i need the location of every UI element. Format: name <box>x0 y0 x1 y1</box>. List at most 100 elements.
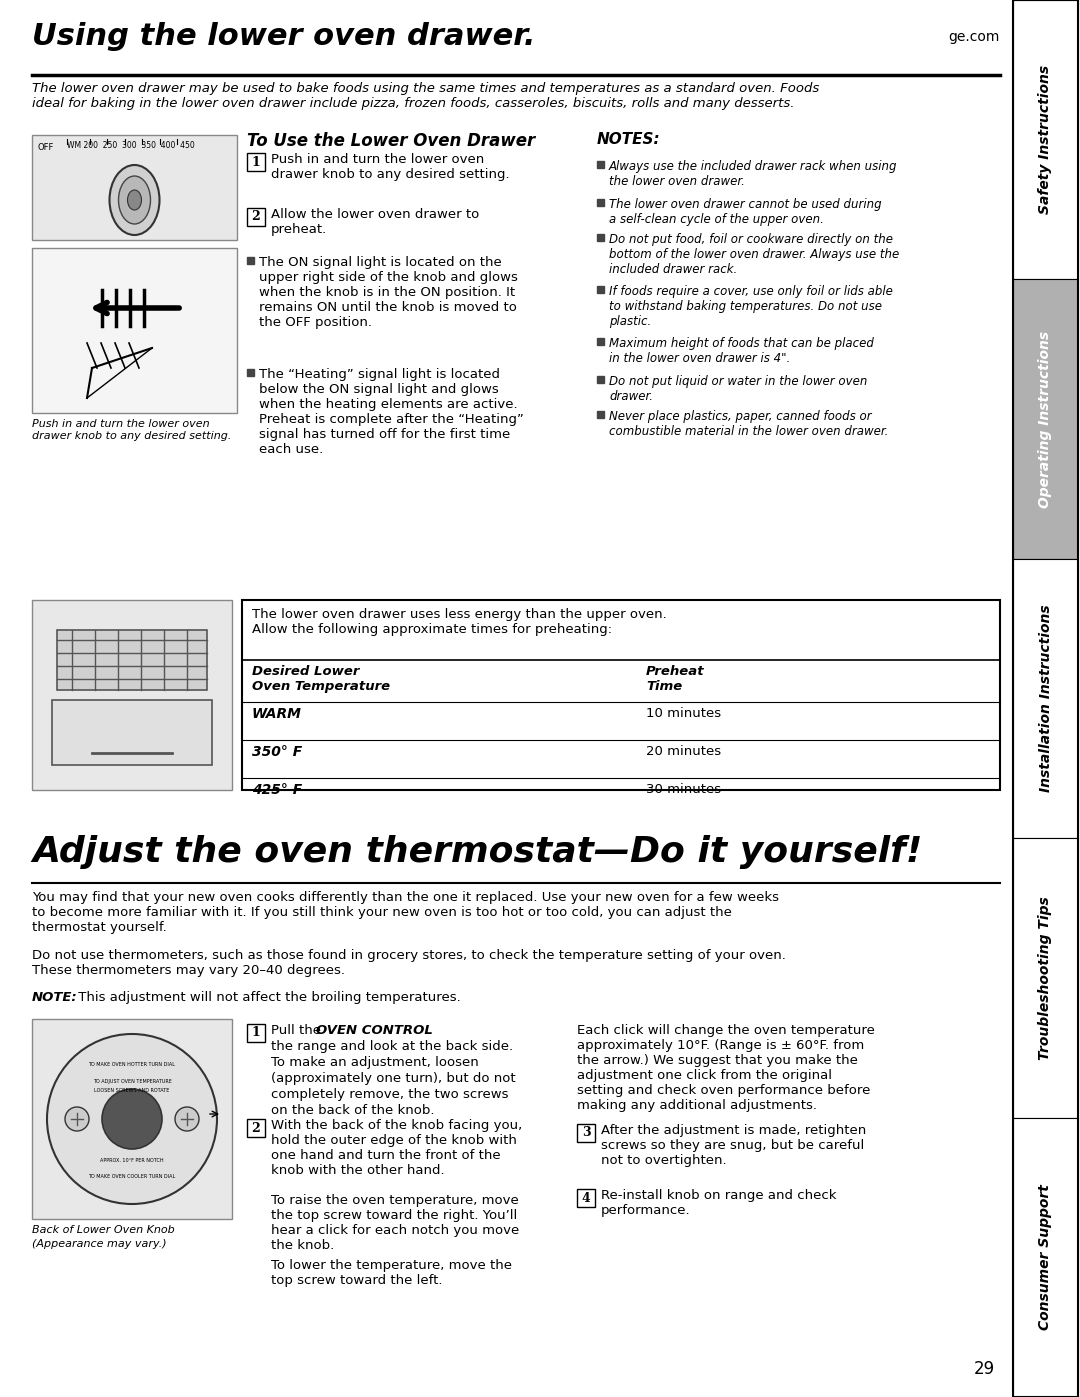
Text: completely remove, the two screws: completely remove, the two screws <box>271 1088 509 1101</box>
Bar <box>597 235 604 242</box>
Text: With the back of the knob facing you,
hold the outer edge of the knob with
one h: With the back of the knob facing you, ho… <box>271 1119 523 1178</box>
Bar <box>247 257 254 264</box>
Text: 1: 1 <box>252 1027 260 1039</box>
Text: WM 200  250  300  350  400  450: WM 200 250 300 350 400 450 <box>67 141 194 149</box>
Text: Do not put food, foil or cookware directly on the
bottom of the lower oven drawe: Do not put food, foil or cookware direct… <box>609 233 900 277</box>
Bar <box>1013 1118 1078 1397</box>
Text: Do not use thermometers, such as those found in grocery stores, to check the tem: Do not use thermometers, such as those f… <box>32 949 786 977</box>
Text: Operating Instructions: Operating Instructions <box>1039 331 1053 507</box>
Bar <box>32 249 237 414</box>
Text: Preheat
Time: Preheat Time <box>646 665 705 693</box>
Text: Each click will change the oven temperature
approximately 10°F. (Range is ± 60°F: Each click will change the oven temperat… <box>577 1024 875 1112</box>
Bar <box>32 136 237 240</box>
Text: 350° F: 350° F <box>252 745 302 759</box>
Bar <box>597 161 604 168</box>
Text: If foods require a cover, use only foil or lids able
to withstand baking tempera: If foods require a cover, use only foil … <box>609 285 893 328</box>
Bar <box>597 338 604 345</box>
Text: 1: 1 <box>252 155 260 169</box>
Ellipse shape <box>119 176 150 224</box>
Bar <box>597 198 604 205</box>
Text: Allow the lower oven drawer to
preheat.: Allow the lower oven drawer to preheat. <box>271 208 480 236</box>
Bar <box>1013 0 1078 1397</box>
Text: Safety Instructions: Safety Instructions <box>1039 66 1053 214</box>
Circle shape <box>175 1106 199 1132</box>
Text: The lower oven drawer may be used to bake foods using the same times and tempera: The lower oven drawer may be used to bak… <box>32 82 820 110</box>
Text: Pull the: Pull the <box>271 1024 325 1037</box>
Text: This adjustment will not affect the broiling temperatures.: This adjustment will not affect the broi… <box>75 990 461 1004</box>
Text: 3: 3 <box>582 1126 591 1140</box>
Text: The lower oven drawer uses less energy than the upper oven.
Allow the following : The lower oven drawer uses less energy t… <box>252 608 666 636</box>
Text: 4: 4 <box>582 1192 591 1204</box>
Bar <box>247 154 265 170</box>
Text: Push in and turn the lower oven
drawer knob to any desired setting.: Push in and turn the lower oven drawer k… <box>271 154 510 182</box>
Bar <box>1013 559 1078 838</box>
Text: TO MAKE OVEN HOTTER TURN DIAL: TO MAKE OVEN HOTTER TURN DIAL <box>89 1062 175 1066</box>
Bar <box>242 599 1000 789</box>
Bar <box>247 1024 265 1042</box>
Text: ge.com: ge.com <box>948 29 1000 43</box>
Circle shape <box>65 1106 89 1132</box>
Text: Consumer Support: Consumer Support <box>1039 1185 1053 1330</box>
Text: Do not put liquid or water in the lower oven
drawer.: Do not put liquid or water in the lower … <box>609 374 867 402</box>
Text: Never place plastics, paper, canned foods or
combustible material in the lower o: Never place plastics, paper, canned food… <box>609 409 889 439</box>
Text: WARM: WARM <box>252 707 302 721</box>
Text: 425° F: 425° F <box>252 782 302 798</box>
Text: 10 minutes: 10 minutes <box>646 707 721 719</box>
Text: The “Heating” signal light is located
below the ON signal light and glows
when t: The “Heating” signal light is located be… <box>259 367 524 455</box>
Text: To make an adjustment, loosen: To make an adjustment, loosen <box>271 1056 478 1069</box>
Text: (Appearance may vary.): (Appearance may vary.) <box>32 1239 166 1249</box>
Text: Desired Lower
Oven Temperature: Desired Lower Oven Temperature <box>252 665 390 693</box>
Circle shape <box>102 1090 162 1148</box>
Text: Push in and turn the lower oven
drawer knob to any desired setting.: Push in and turn the lower oven drawer k… <box>32 419 231 440</box>
Circle shape <box>48 1034 217 1204</box>
Text: the range and look at the back side.: the range and look at the back side. <box>271 1039 513 1053</box>
Text: 29: 29 <box>974 1361 995 1377</box>
Text: 30 minutes: 30 minutes <box>646 782 721 796</box>
Text: To Use the Lower Oven Drawer: To Use the Lower Oven Drawer <box>247 131 536 149</box>
Text: To lower the temperature, move the
top screw toward the left.: To lower the temperature, move the top s… <box>271 1259 512 1287</box>
Text: NOTE:: NOTE: <box>32 990 78 1004</box>
Bar <box>247 208 265 226</box>
Text: TO MAKE OVEN COOLER TURN DIAL: TO MAKE OVEN COOLER TURN DIAL <box>89 1175 176 1179</box>
Bar <box>32 599 232 789</box>
Text: After the adjustment is made, retighten
screws so they are snug, but be careful
: After the adjustment is made, retighten … <box>600 1125 866 1166</box>
Text: OVEN CONTROL: OVEN CONTROL <box>316 1024 433 1037</box>
Text: TO ADJUST OVEN TEMPERATURE: TO ADJUST OVEN TEMPERATURE <box>93 1078 172 1084</box>
Bar <box>32 1018 232 1220</box>
Text: 2: 2 <box>252 211 260 224</box>
Bar <box>247 369 254 376</box>
Bar <box>597 411 604 418</box>
Ellipse shape <box>127 190 141 210</box>
Text: APPROX. 10°F PER NOTCH: APPROX. 10°F PER NOTCH <box>100 1158 164 1164</box>
Text: Always use the included drawer rack when using
the lower oven drawer.: Always use the included drawer rack when… <box>609 161 897 189</box>
Text: You may find that your new oven cooks differently than the one it replaced. Use : You may find that your new oven cooks di… <box>32 891 779 935</box>
Text: Troubleshooting Tips: Troubleshooting Tips <box>1039 895 1053 1060</box>
Ellipse shape <box>109 165 160 235</box>
Text: 20 minutes: 20 minutes <box>646 745 721 759</box>
Bar <box>1013 0 1078 279</box>
Text: on the back of the knob.: on the back of the knob. <box>271 1104 434 1118</box>
Text: NOTES:: NOTES: <box>597 131 661 147</box>
Bar <box>577 1125 595 1141</box>
Text: Adjust the oven thermostat—Do it yourself!: Adjust the oven thermostat—Do it yoursel… <box>32 835 922 869</box>
Text: LOOSEN SCREWS AND ROTATE: LOOSEN SCREWS AND ROTATE <box>94 1088 170 1094</box>
Bar <box>52 700 212 766</box>
Text: 2: 2 <box>252 1122 260 1134</box>
Bar <box>597 376 604 383</box>
Bar <box>57 630 207 690</box>
Text: OFF: OFF <box>38 142 54 151</box>
Bar <box>597 286 604 293</box>
Bar <box>577 1189 595 1207</box>
Text: Maximum height of foods that can be placed
in the lower oven drawer is 4".: Maximum height of foods that can be plac… <box>609 337 874 365</box>
Text: Installation Instructions: Installation Instructions <box>1039 605 1053 792</box>
Text: Using the lower oven drawer.: Using the lower oven drawer. <box>32 22 536 52</box>
Text: Back of Lower Oven Knob: Back of Lower Oven Knob <box>32 1225 175 1235</box>
Text: To raise the oven temperature, move
the top screw toward the right. You’ll
hear : To raise the oven temperature, move the … <box>271 1194 519 1252</box>
Bar <box>1013 279 1078 559</box>
Bar <box>1013 838 1078 1118</box>
Text: The lower oven drawer cannot be used during
a self-clean cycle of the upper oven: The lower oven drawer cannot be used dur… <box>609 198 881 226</box>
Text: (approximately one turn), but do not: (approximately one turn), but do not <box>271 1071 515 1085</box>
Text: Re-install knob on range and check
performance.: Re-install knob on range and check perfo… <box>600 1189 837 1217</box>
Text: The ON signal light is located on the
upper right side of the knob and glows
whe: The ON signal light is located on the up… <box>259 256 518 330</box>
Bar <box>247 1119 265 1137</box>
